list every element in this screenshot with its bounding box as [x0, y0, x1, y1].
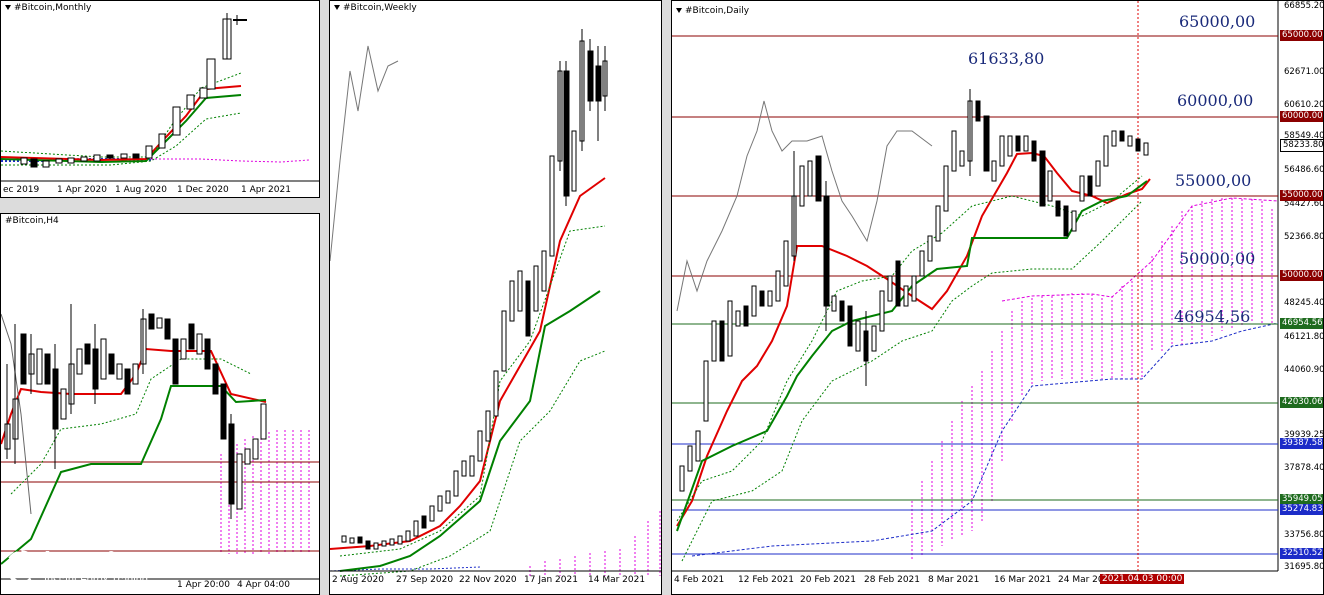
weekly-title-text: #Bitcoin,Weekly: [343, 3, 417, 13]
daily-chart-svg: [672, 1, 1279, 572]
price-box: 35274.83: [1280, 504, 1323, 515]
level-annotation-61633: 61633,80: [968, 49, 1045, 68]
logo-tagline-text: Instant Forex Trading: [44, 574, 148, 586]
daily-ytick: 39939.25: [1284, 430, 1324, 440]
panel-gap-horizontal: [0, 197, 320, 213]
weekly-xlabel: 22 Nov 2020: [459, 575, 517, 585]
monthly-xlabel: 1 Apr 2020: [57, 185, 107, 195]
monthly-xlabel: 1 Apr 2021: [241, 185, 291, 195]
h4-chart-svg: [1, 304, 319, 580]
daily-title-text: #Bitcoin,Daily: [685, 6, 750, 16]
monthly-chart-title: #Bitcoin,Monthly: [5, 3, 91, 13]
daily-xlabel: 28 Feb 2021: [864, 575, 921, 585]
daily-xlabel: 4 Feb 2021: [674, 575, 725, 585]
level-annotation-65000: 65000,00: [1179, 12, 1256, 31]
price-box: 65000.00: [1280, 30, 1323, 41]
monthly-xlabel: ec 2019: [3, 185, 40, 195]
h4-xlabel: 1 Apr 20:00: [177, 580, 230, 590]
current-price-box: 58233.80: [1280, 139, 1323, 152]
h4-chart-panel[interactable]: #Bitcoin,H4: [0, 213, 320, 595]
logo-brand-text: instaforex: [44, 547, 169, 575]
logo-swirl-icon: [5, 550, 39, 584]
daily-ytick: 54427.60: [1284, 199, 1324, 209]
monthly-chart-svg: [1, 13, 319, 182]
daily-ytick: 31695.80: [1284, 562, 1324, 572]
price-box: 46954.56: [1280, 318, 1323, 329]
level-annotation-55000: 55000,00: [1175, 171, 1252, 190]
time-marker-label: 2021.04.03 00:00: [1100, 574, 1185, 584]
price-box: 32510.52: [1280, 548, 1323, 559]
daily-ytick: 52366.80: [1284, 232, 1324, 242]
dropdown-triangle-icon: [5, 5, 11, 10]
level-annotation-50000: 50000,00: [1179, 249, 1256, 268]
weekly-xlabel: 14 Mar 2021: [588, 575, 646, 585]
price-box: 50000.00: [1280, 270, 1323, 281]
weekly-chart-title: #Bitcoin,Weekly: [334, 3, 417, 13]
daily-xlabel: 20 Feb 2021: [800, 575, 857, 585]
monthly-xlabel: 1 Dec 2020: [177, 185, 229, 195]
weekly-chart-panel[interactable]: #Bitcoin,Weekly: [329, 0, 662, 595]
price-box: 42030.06: [1280, 397, 1323, 408]
daily-chart-title: #Bitcoin,Daily: [676, 6, 749, 16]
daily-chart-panel[interactable]: #Bitcoin,Daily: [671, 0, 1324, 595]
monthly-xlabel: 1 Aug 2020: [115, 185, 167, 195]
monthly-title-text: #Bitcoin,Monthly: [14, 3, 92, 13]
daily-xlabel: 16 Mar 2021: [994, 575, 1052, 585]
daily-xlabel: 24 Mar 20: [1058, 575, 1104, 585]
price-box: 39387.58: [1280, 438, 1323, 449]
daily-ytick: 58549.40: [1284, 131, 1324, 141]
daily-ytick: 66855.20: [1284, 1, 1324, 11]
instaforex-logo: instaforex Instant Forex Trading: [4, 548, 168, 586]
weekly-xlabel: 17 Jan 2021: [524, 575, 578, 585]
level-annotation-46954: 46954,56: [1174, 307, 1251, 326]
panel-gap-middle: [661, 0, 671, 595]
daily-ytick: 60610.20: [1284, 100, 1324, 110]
price-box: 35949.05: [1280, 494, 1323, 505]
daily-ytick: 37878.40: [1284, 463, 1324, 473]
price-box: 60000.00: [1280, 111, 1323, 122]
daily-ytick: 46121.80: [1284, 332, 1324, 342]
monthly-chart-panel[interactable]: #Bitcoin,Monthly: [0, 0, 320, 198]
daily-ytick: 62671.00: [1284, 67, 1324, 77]
daily-xlabel: 12 Feb 2021: [738, 575, 795, 585]
daily-ytick: 48245.40: [1284, 298, 1324, 308]
weekly-xlabel: 27 Sep 2020: [396, 575, 454, 585]
level-annotation-60000: 60000,00: [1177, 91, 1254, 110]
dropdown-triangle-icon: [334, 5, 340, 10]
daily-ytick: 33756.80: [1284, 530, 1324, 540]
daily-ytick: 56486.60: [1284, 165, 1324, 175]
dropdown-triangle-icon: [676, 8, 682, 13]
h4-chart-title: #Bitcoin,H4: [5, 216, 59, 226]
weekly-xlabel: 2 Aug 2020: [332, 575, 384, 585]
h4-title-text: #Bitcoin,H4: [5, 216, 59, 226]
daily-ytick: 44060.90: [1284, 365, 1324, 375]
price-box: 55000.00: [1280, 190, 1323, 201]
panel-gap-left: [319, 0, 329, 595]
weekly-chart-svg: [330, 29, 661, 577]
h4-xlabel: 4 Apr 04:00: [237, 580, 290, 590]
daily-xlabel: 8 Mar 2021: [928, 575, 980, 585]
